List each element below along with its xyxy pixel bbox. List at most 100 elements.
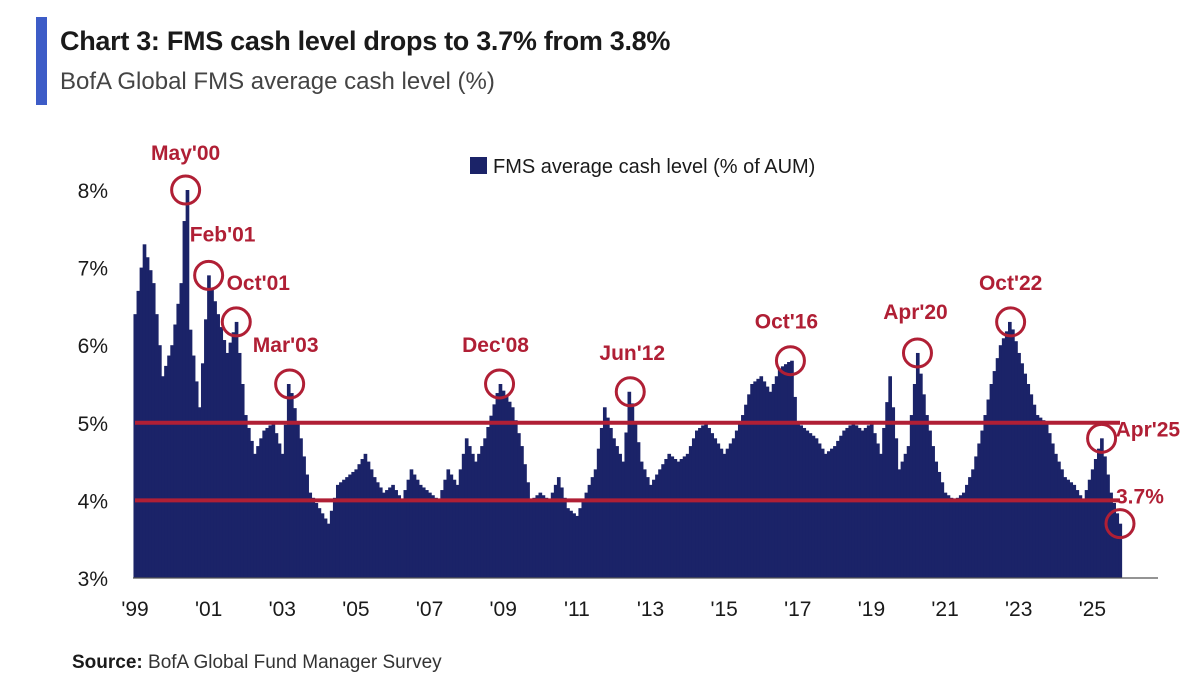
bar — [670, 456, 675, 578]
bar — [167, 355, 171, 578]
bar — [397, 495, 402, 578]
bar — [1072, 484, 1077, 578]
bar — [725, 448, 730, 578]
bar — [974, 456, 978, 578]
bar — [830, 448, 834, 578]
bar — [412, 474, 417, 578]
annotation-label: 3.7% — [1116, 486, 1164, 509]
bar — [504, 396, 509, 578]
bar — [299, 438, 303, 578]
bar — [1063, 477, 1067, 578]
bar — [1035, 415, 1040, 578]
bar — [372, 477, 377, 578]
bar — [391, 484, 395, 578]
bar — [750, 384, 754, 578]
bar — [243, 415, 248, 578]
bar — [572, 513, 576, 578]
bar — [289, 393, 294, 578]
annotation-circle — [274, 368, 306, 400]
bar — [464, 438, 469, 578]
bar — [691, 438, 696, 578]
bar — [602, 407, 607, 578]
x-tick-label: '11 — [564, 598, 590, 621]
bar — [624, 432, 629, 578]
bar — [578, 508, 583, 578]
bar — [842, 430, 846, 578]
bar — [1066, 479, 1070, 578]
bar — [679, 459, 684, 578]
bar — [560, 487, 564, 578]
bar — [658, 469, 662, 578]
bar — [744, 404, 748, 578]
x-tick-label: '09 — [490, 598, 517, 621]
annotation-circle — [170, 174, 202, 206]
bar — [955, 497, 960, 578]
bar — [1008, 321, 1012, 578]
axes-layer: 3% 4% 5% 6% 7% 8% '99 '01 '03 '05 '07 '09 '11 '13 '15 '… — [78, 180, 1158, 621]
bar — [793, 396, 797, 578]
bar — [1014, 341, 1018, 578]
bar — [538, 492, 543, 578]
bar — [259, 438, 263, 578]
bar — [329, 510, 334, 578]
bar — [765, 386, 770, 578]
bar — [621, 461, 626, 578]
bar — [366, 461, 371, 578]
bar — [894, 438, 899, 578]
bar — [363, 453, 368, 578]
chart-legend: FMS average cash level (% of AUM) — [470, 156, 815, 178]
annotation-label: Apr'20 — [883, 301, 948, 324]
bar — [1057, 461, 1061, 578]
source-note: Source: BofA Global Fund Manager Survey — [72, 652, 442, 674]
bar — [335, 484, 340, 578]
bar — [455, 484, 460, 578]
bar — [790, 360, 794, 578]
bar — [418, 484, 423, 578]
bar — [550, 492, 555, 578]
bar — [1023, 373, 1028, 578]
bar — [762, 381, 767, 578]
bar — [612, 438, 616, 578]
bar — [1004, 331, 1009, 578]
bar — [154, 314, 159, 578]
bar — [845, 427, 850, 578]
bar — [753, 381, 757, 578]
bar — [698, 427, 702, 578]
bar — [759, 376, 764, 578]
bar — [480, 446, 484, 578]
annotation-circle — [995, 306, 1027, 338]
bar — [1081, 500, 1086, 578]
bar — [1096, 448, 1101, 578]
bar — [811, 435, 816, 578]
bar — [566, 508, 570, 578]
chart-title: Chart 3: FMS cash level drops to 3.7% fr… — [60, 26, 671, 56]
bar — [431, 495, 435, 578]
bar — [323, 518, 328, 578]
y-tick-label: 4% — [78, 490, 108, 513]
bar — [403, 490, 408, 578]
bar — [256, 446, 260, 578]
bar — [992, 371, 997, 578]
reference-lines-layer — [135, 420, 1120, 503]
bar — [961, 492, 966, 578]
bar — [995, 358, 1000, 578]
bar — [888, 376, 892, 578]
bar — [437, 500, 441, 578]
bar — [332, 497, 337, 578]
bar — [354, 469, 359, 578]
bar — [501, 390, 506, 578]
bar — [814, 438, 819, 578]
bar — [274, 433, 279, 578]
bar — [931, 446, 935, 578]
bar — [286, 384, 291, 578]
bar — [1087, 479, 1092, 578]
bar — [667, 453, 672, 578]
bar — [483, 438, 487, 578]
title-accent-bar — [36, 17, 47, 105]
annotation-label: Jun'12 — [599, 342, 665, 365]
bar — [713, 438, 718, 578]
bar — [965, 484, 969, 578]
bar — [707, 427, 711, 578]
bar — [1050, 443, 1055, 578]
bar — [919, 373, 923, 578]
